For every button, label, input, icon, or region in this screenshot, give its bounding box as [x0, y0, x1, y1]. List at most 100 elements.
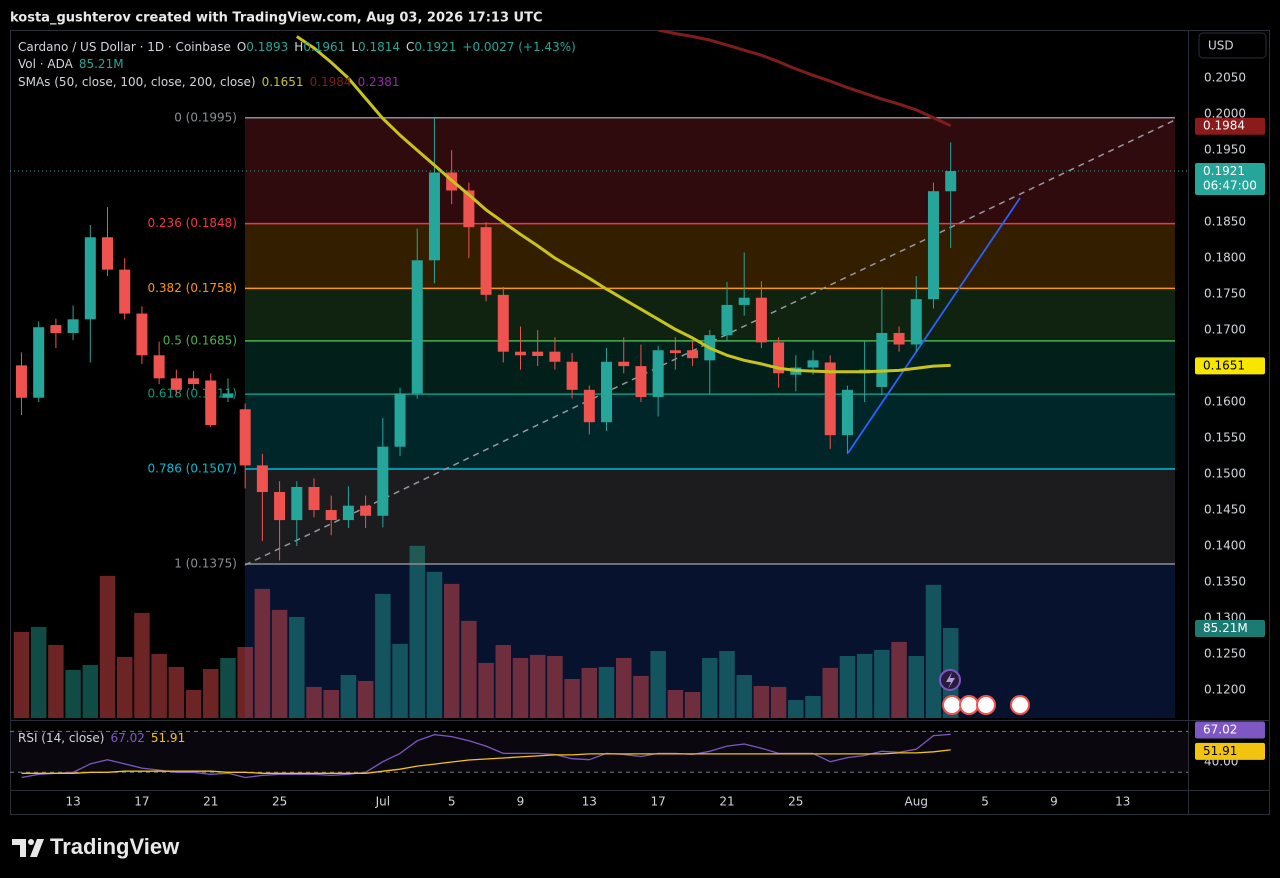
- legend-rsi: RSI (14, close) 67.02 51.91: [18, 731, 185, 745]
- price-badge: 0.1921: [1203, 164, 1245, 178]
- y-tick-label: 0.2050: [1204, 71, 1246, 85]
- logo-text: TradingView: [50, 834, 180, 859]
- candle-body: [876, 332, 888, 387]
- sma-label: SMAs (50, close, 100, close, 200, close): [18, 75, 256, 89]
- sma-value: 0.2381: [358, 75, 400, 89]
- ohlc-letter: C: [406, 40, 414, 54]
- volume-bar: [134, 612, 150, 718]
- legend-main: Cardano / US Dollar · 1D · Coinbase O0.18…: [18, 40, 576, 54]
- ohlc-letter: H: [294, 40, 303, 54]
- sma-value: 0.1984: [310, 75, 352, 89]
- y-tick-label: 0.1400: [1204, 539, 1246, 553]
- fib-label: 0.382 (0.1758): [147, 281, 237, 295]
- volume-bar: [203, 668, 219, 718]
- volume-bar: [547, 655, 563, 718]
- currency[interactable]: USD: [1208, 39, 1234, 53]
- drawings: [244, 119, 1176, 566]
- y-tick-label: 0.1600: [1204, 395, 1246, 409]
- x-tick-label: Jul: [375, 795, 390, 809]
- event-icon-bolt: [946, 672, 955, 689]
- volume-bar: [254, 588, 271, 718]
- x-tick-label: 9: [1050, 795, 1058, 809]
- rsi-ma-line: [21, 749, 951, 774]
- y-tick-label: 0.1450: [1204, 503, 1246, 517]
- currency-box[interactable]: [1198, 32, 1267, 59]
- volume-bar: [392, 643, 408, 718]
- candle-body: [910, 299, 922, 345]
- volume-bar: [237, 646, 253, 718]
- candle-body: [601, 361, 613, 423]
- volume-bar: [65, 669, 81, 718]
- fib-band: [245, 468, 1175, 564]
- volume-bar: [478, 662, 494, 718]
- rsi-layer: [10, 730, 1188, 779]
- sma100-badge: 0.1984: [1203, 119, 1245, 133]
- volume-bar: [856, 653, 873, 718]
- volume-bar: [168, 666, 185, 718]
- volume-bar: [891, 641, 907, 718]
- candle-body: [549, 351, 561, 362]
- candle-body: [893, 332, 905, 345]
- fib-label: 0 (0.1995): [174, 110, 237, 124]
- footer-logo: TradingView: [12, 834, 180, 859]
- volume-bar: [874, 649, 890, 718]
- volume-bar: [151, 653, 167, 718]
- candle-body: [618, 361, 630, 367]
- ohlc-value: 0.1893: [246, 40, 288, 54]
- volume-bar: [736, 674, 752, 718]
- sma-layer: [10, 30, 1188, 374]
- x-tick-label: 5: [448, 795, 456, 809]
- candle-body: [15, 365, 27, 398]
- candle-body: [807, 360, 819, 368]
- candle-body: [945, 171, 957, 192]
- rsi-band-fill: [10, 731, 1188, 773]
- y-tick-label: 0.1200: [1204, 682, 1246, 696]
- candle-body: [566, 361, 578, 390]
- candle-body: [153, 355, 165, 379]
- candle-body: [532, 351, 544, 357]
- volume-bar: [581, 667, 598, 718]
- volume-bar: [409, 545, 425, 718]
- logo-mark: [12, 839, 44, 857]
- volume-bar: [289, 616, 305, 718]
- y-tick-label: 0.1250: [1204, 646, 1246, 660]
- x-tick-label: 13: [582, 795, 597, 809]
- x-tick-label: 13: [65, 795, 80, 809]
- volume-layer: [13, 545, 959, 718]
- y-tick-label: 0.1750: [1204, 287, 1246, 301]
- volume-bar: [788, 700, 804, 718]
- trend-line: [847, 197, 1021, 454]
- volume-name: Vol · ADA: [18, 57, 74, 71]
- ohlc-value: 0.1921: [414, 40, 456, 54]
- volume-bar: [461, 620, 477, 718]
- candle-body: [773, 342, 785, 374]
- volume-bar: [426, 571, 443, 718]
- fib-label: 0.786 (0.1507): [147, 461, 237, 475]
- candle-body: [291, 486, 303, 521]
- candle-body: [824, 362, 836, 436]
- volume-bar: [684, 692, 701, 718]
- candle-body: [394, 393, 406, 447]
- volume-bar: [564, 679, 580, 718]
- price-badge-bg: [1195, 163, 1265, 196]
- x-tick-label: 9: [517, 795, 525, 809]
- volume-bar: [99, 575, 116, 718]
- axis-layer: 40.000.20500.20000.19500.19000.18500.180…: [65, 71, 1246, 809]
- candle-body: [514, 351, 526, 356]
- countdown: 06:47:00: [1203, 179, 1257, 193]
- volume-bar: [753, 685, 770, 718]
- candle-body: [360, 505, 372, 516]
- volume-bar: [805, 696, 821, 718]
- rsi-ma-value: 51.91: [151, 731, 185, 745]
- rsi-label: RSI (14, close): [18, 731, 104, 745]
- x-tick-label: 13: [1115, 795, 1130, 809]
- volume-bar: [667, 689, 684, 718]
- y-tick-label: 0.1850: [1204, 215, 1246, 229]
- candle-body: [50, 325, 62, 333]
- rsi-value: 67.02: [110, 731, 144, 745]
- candle-body: [669, 350, 681, 354]
- volume-badge-bg: [1195, 619, 1265, 637]
- candle-body: [652, 350, 664, 398]
- volume-bar: [30, 626, 47, 718]
